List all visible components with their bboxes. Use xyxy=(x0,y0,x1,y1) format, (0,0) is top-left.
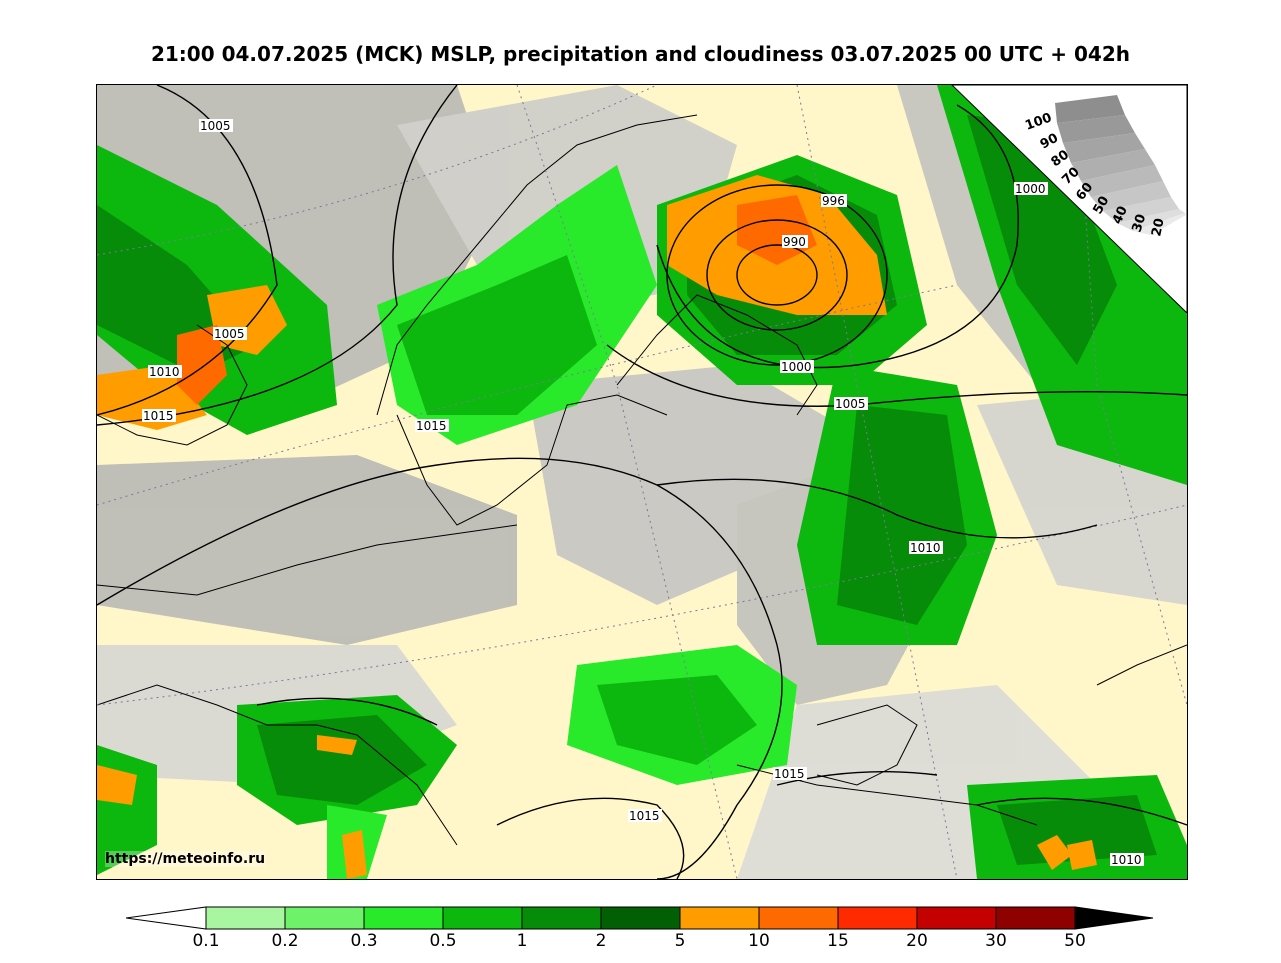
isobar-label: 1010 xyxy=(910,541,941,555)
colorbar-tick-label: 15 xyxy=(827,931,849,951)
colorbar-tick-label: 0.3 xyxy=(350,931,378,951)
isobar-label: 1015 xyxy=(143,409,174,423)
map-canvas: 1005 1005 1010 1015 1015 996 990 1000 10… xyxy=(97,85,1187,879)
source-watermark: https://meteoinfo.ru xyxy=(105,851,266,867)
graticule xyxy=(97,85,1187,879)
colorbar-tick-label: 20 xyxy=(906,931,928,951)
colorbar-cell xyxy=(600,906,681,930)
colorbar-tick-label: 10 xyxy=(748,931,770,951)
cloud-scale-label: 30 xyxy=(1130,212,1150,234)
colorbar-low-arrow xyxy=(126,906,207,930)
colorbar-cell xyxy=(758,906,839,930)
weather-map[interactable]: 1005 1005 1010 1015 1015 996 990 1000 10… xyxy=(96,84,1188,880)
isobar-label: 1005 xyxy=(214,327,245,341)
colorbar-tick-label: 50 xyxy=(1064,931,1086,951)
isobar-label: 1015 xyxy=(629,809,660,823)
isobar-label: 1000 xyxy=(781,360,812,374)
isobar-label: 1000 xyxy=(1015,182,1046,196)
isobar-label: 1010 xyxy=(1111,853,1142,867)
colorbar-tick-label: 5 xyxy=(674,931,686,951)
isobar-label: 996 xyxy=(822,194,845,208)
colorbar-cell xyxy=(916,906,997,930)
cloud-scale-label: 40 xyxy=(1110,204,1131,227)
colorbar-tick-label: 2 xyxy=(595,931,607,951)
map-title: 21:00 04.07.2025 (MCK) MSLP, precipitati… xyxy=(150,42,1131,66)
isobar-label: 1005 xyxy=(200,119,231,133)
colorbar-tick-label: 0.5 xyxy=(429,931,457,951)
colorbar-cell xyxy=(363,906,444,930)
colorbar-cell xyxy=(837,906,918,930)
cloudiness-scale: 100 90 80 70 60 50 40 30 20 xyxy=(1023,95,1186,238)
isobar-label: 1010 xyxy=(149,365,180,379)
colorbar-tick-label: 0.2 xyxy=(271,931,299,951)
colorbar-cell xyxy=(205,906,286,930)
isobar-label: 1015 xyxy=(416,419,447,433)
isobar-label: 990 xyxy=(783,235,806,249)
colorbar-cells xyxy=(205,906,1076,930)
colorbar-cell xyxy=(995,906,1076,930)
colorbar-cell xyxy=(679,906,760,930)
colorbar-cell xyxy=(442,906,523,930)
isobar-labels: 1005 1005 1010 1015 1015 996 990 1000 10… xyxy=(142,119,1144,867)
colorbar-cell xyxy=(284,906,365,930)
cloud-scale-label: 20 xyxy=(1149,217,1167,238)
colorbar-cell xyxy=(521,906,602,930)
isobar-label: 1015 xyxy=(774,767,805,781)
colorbar-tick-label: 1 xyxy=(516,931,528,951)
colorbar-tick-label: 0.1 xyxy=(192,931,220,951)
isobar-label: 1005 xyxy=(835,397,866,411)
precip-colorbar xyxy=(126,906,1154,930)
colorbar-tick-label: 30 xyxy=(985,931,1007,951)
colorbar-high-arrow xyxy=(1074,906,1154,930)
coastlines xyxy=(97,114,1187,846)
